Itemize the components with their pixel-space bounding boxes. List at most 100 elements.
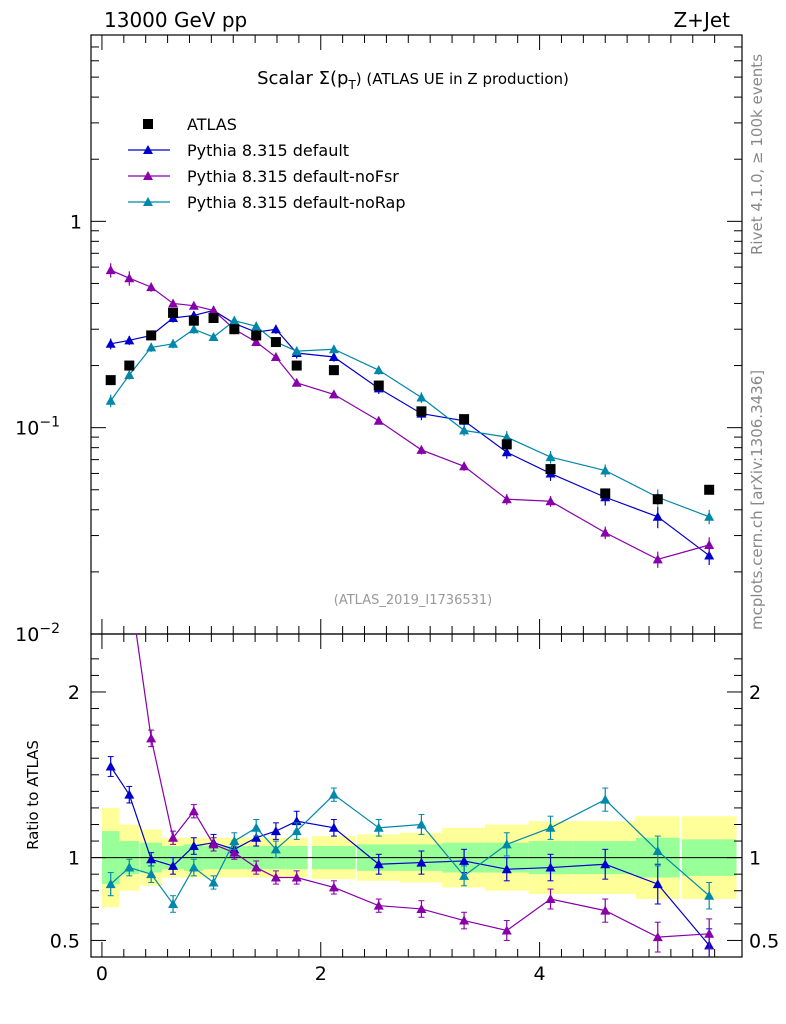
atlas-data-point bbox=[652, 494, 663, 505]
legend-marker-2 bbox=[143, 197, 153, 206]
ratio-point-0 bbox=[501, 864, 512, 874]
main-point-1 bbox=[459, 461, 470, 471]
ratio-point-1 bbox=[328, 882, 339, 892]
main-point-2 bbox=[229, 315, 240, 325]
main-point-2 bbox=[251, 321, 262, 331]
main-point-1 bbox=[704, 539, 715, 549]
main-point-1 bbox=[105, 265, 116, 275]
ratio-point-1 bbox=[501, 925, 512, 935]
ratio-point-0 bbox=[168, 860, 179, 870]
ratio-point-1 bbox=[416, 903, 427, 913]
ratio-point-2 bbox=[291, 826, 302, 836]
ratio-point-0 bbox=[188, 841, 199, 851]
main-point-2 bbox=[291, 346, 302, 356]
main-point-2 bbox=[373, 365, 384, 375]
ratio-point-1 bbox=[168, 832, 179, 842]
energy-label: 13000 GeV pp bbox=[104, 8, 247, 32]
main-point-0 bbox=[105, 338, 116, 348]
process-label: Z+Jet bbox=[673, 8, 730, 32]
main-point-0 bbox=[124, 335, 135, 345]
ratio-series bbox=[105, 579, 715, 957]
ratio-point-2 bbox=[251, 822, 262, 832]
main-point-1 bbox=[124, 273, 135, 283]
atlas-data-point bbox=[501, 439, 512, 450]
ratio-y-tick-label-left: 0.5 bbox=[50, 930, 80, 952]
ratio-point-2 bbox=[416, 819, 427, 829]
main-series bbox=[105, 263, 715, 568]
ratio-point-2 bbox=[270, 844, 281, 854]
ratio-point-1 bbox=[229, 847, 240, 857]
ratio-point-2 bbox=[146, 869, 157, 879]
atlas-data-point bbox=[459, 414, 470, 425]
ratio-uncertainty-bands bbox=[91, 807, 742, 908]
main-line-0 bbox=[110, 309, 710, 557]
ratio-y-tick-label-right: 2 bbox=[749, 682, 761, 704]
atlas-data-point bbox=[124, 360, 135, 371]
main-point-1 bbox=[373, 415, 384, 425]
ratio-point-0 bbox=[373, 859, 384, 869]
ratio-point-0 bbox=[328, 822, 339, 832]
main-point-2 bbox=[146, 342, 157, 352]
legend-label-0: Pythia 8.315 default bbox=[187, 141, 349, 160]
atlas-data-point bbox=[208, 313, 219, 324]
main-y-tick-exponent: −1 bbox=[39, 415, 60, 431]
ratio-point-2 bbox=[600, 794, 611, 804]
ratio-point-1 bbox=[600, 905, 611, 915]
ratio-point-1 bbox=[146, 733, 157, 743]
main-point-1 bbox=[251, 337, 262, 347]
ratio-point-2 bbox=[208, 877, 219, 887]
ratio-point-2 bbox=[545, 822, 556, 832]
atlas-data-point bbox=[545, 464, 556, 475]
main-point-2 bbox=[501, 432, 512, 442]
ratio-point-2 bbox=[328, 789, 339, 799]
ratio-point-1 bbox=[270, 872, 281, 882]
ratio-y-tick-label-right: 0.5 bbox=[749, 930, 779, 952]
legend-label-atlas: ATLAS bbox=[187, 115, 237, 134]
main-point-0 bbox=[652, 511, 663, 521]
rivet-version-label: Rivet 4.1.0, ≥ 100k events bbox=[748, 54, 766, 255]
ratio-point-1 bbox=[459, 915, 470, 925]
ratio-point-0 bbox=[146, 854, 157, 864]
atlas-data-point bbox=[704, 484, 715, 495]
ratio-y-axis-label: Ratio to ATLAS bbox=[24, 740, 42, 850]
ratio-point-1 bbox=[124, 579, 134, 588]
ratio-point-1 bbox=[188, 806, 199, 816]
main-point-2 bbox=[168, 338, 179, 348]
main-point-1 bbox=[146, 282, 157, 292]
axis-ticks: 1 10−1 10−2 2 2 1 1 0.5 0.5 0 2 4 bbox=[15, 34, 779, 985]
ratio-point-0 bbox=[124, 789, 135, 799]
ratio-point-0 bbox=[251, 832, 262, 842]
main-point-2 bbox=[328, 344, 339, 354]
main-point-1 bbox=[270, 352, 281, 362]
main-point-1 bbox=[652, 554, 663, 564]
x-tick-label: 0 bbox=[96, 963, 108, 985]
ratio-y-tick-label-left: 1 bbox=[68, 848, 80, 870]
main-point-2 bbox=[459, 425, 470, 435]
main-y-tick-label: 10−2 bbox=[15, 621, 60, 646]
atlas-data-point bbox=[373, 380, 384, 391]
ratio-point-1 bbox=[704, 928, 715, 938]
main-point-2 bbox=[416, 392, 427, 402]
legend-marker-atlas bbox=[143, 119, 153, 129]
plot-title: Scalar Σ(pT) (ATLAS UE in Z production) bbox=[257, 68, 569, 92]
atlas-data-point bbox=[251, 330, 262, 341]
ratio-point-0 bbox=[416, 857, 427, 867]
main-point-2 bbox=[105, 395, 116, 405]
ratio-point-0 bbox=[459, 855, 470, 865]
main-y-tick-label: 10−1 bbox=[15, 415, 60, 440]
main-point-1 bbox=[600, 527, 611, 537]
main-point-2 bbox=[208, 332, 219, 342]
ratio-y-tick-label-right: 1 bbox=[749, 848, 761, 870]
main-point-1 bbox=[208, 305, 219, 315]
ratio-point-2 bbox=[188, 862, 199, 872]
atlas-data-point bbox=[146, 330, 157, 341]
ratio-point-2 bbox=[105, 879, 116, 889]
ratio-point-0 bbox=[545, 862, 556, 872]
ratio-point-2 bbox=[459, 870, 470, 880]
ratio-point-0 bbox=[105, 761, 116, 771]
main-point-2 bbox=[124, 369, 135, 379]
x-tick-label: 2 bbox=[315, 963, 327, 985]
legend-marker-1 bbox=[143, 171, 153, 180]
main-point-2 bbox=[704, 511, 715, 521]
ratio-point-1 bbox=[652, 932, 663, 942]
